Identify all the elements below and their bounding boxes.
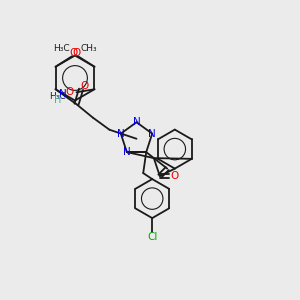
Text: H: H — [54, 95, 61, 105]
Text: O: O — [72, 48, 81, 58]
Text: N: N — [117, 129, 125, 139]
Text: O: O — [171, 171, 179, 181]
Text: N: N — [59, 89, 67, 99]
Text: H₃C: H₃C — [49, 92, 65, 101]
Text: H₃C: H₃C — [53, 44, 70, 53]
Text: CH₃: CH₃ — [80, 44, 97, 53]
Text: O: O — [66, 87, 74, 97]
Text: N: N — [123, 147, 131, 157]
Text: O: O — [69, 48, 78, 58]
Text: N: N — [148, 129, 156, 139]
Text: N: N — [133, 117, 140, 127]
Text: Cl: Cl — [147, 232, 158, 242]
Text: O: O — [80, 81, 88, 91]
